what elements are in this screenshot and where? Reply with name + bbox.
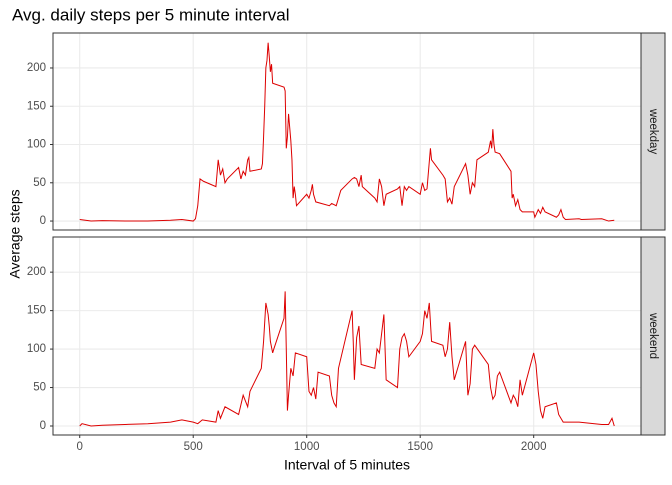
x-tick-label: 500 (184, 441, 203, 453)
x-tick-label: 0 (77, 441, 83, 453)
strip-label: weekday (647, 108, 659, 155)
strip (640, 32, 666, 231)
y-tick-label: 0 (40, 215, 46, 227)
chart-title: Avg. daily steps per 5 minute interval (12, 5, 290, 24)
y-tick-label: 150 (27, 305, 46, 317)
strip (640, 236, 666, 436)
y-tick-label: 50 (33, 382, 46, 394)
y-axis-label: Average steps (7, 189, 23, 278)
y-tick-label: 0 (40, 420, 46, 432)
y-tick-label: 150 (27, 100, 46, 112)
line (79, 42, 615, 222)
y-tick-label: 200 (27, 266, 46, 278)
x-tick-label: 1500 (407, 441, 433, 453)
y-tick-label: 100 (27, 139, 46, 151)
panel (53, 33, 641, 230)
y-tick-label: 200 (27, 62, 46, 74)
strip-label: weekend (647, 312, 659, 359)
x-tick-label: 2000 (521, 441, 547, 453)
y-tick-label: 50 (33, 177, 46, 189)
y-tick-label: 100 (27, 343, 46, 355)
x-tick-label: 1000 (294, 441, 320, 453)
panel (53, 237, 641, 435)
line (79, 291, 615, 427)
x-axis-label: Interval of 5 minutes (284, 457, 410, 473)
